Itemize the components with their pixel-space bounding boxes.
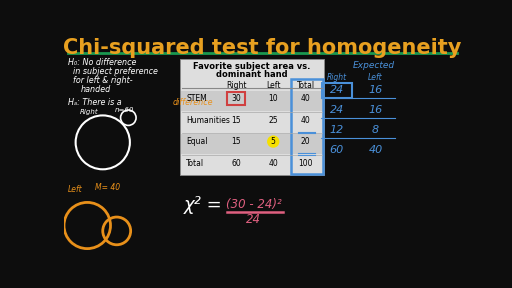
Circle shape [267, 135, 280, 148]
Text: 30: 30 [231, 94, 241, 103]
Text: χ² =: χ² = [184, 196, 223, 214]
Text: 40: 40 [301, 115, 311, 124]
Text: in subject preference: in subject preference [73, 67, 158, 76]
Text: Right: Right [79, 109, 98, 115]
Text: Total: Total [297, 81, 315, 90]
Text: 24: 24 [330, 85, 344, 95]
Text: Equal: Equal [186, 137, 208, 146]
Text: 40: 40 [268, 159, 278, 168]
Text: 25: 25 [268, 115, 278, 124]
Text: Left: Left [368, 73, 383, 82]
Text: Left: Left [68, 185, 82, 194]
Text: dominant hand: dominant hand [216, 70, 288, 79]
Text: Expected: Expected [352, 61, 394, 70]
Text: 15: 15 [231, 115, 241, 124]
Text: M= 40: M= 40 [95, 183, 120, 192]
Text: STEM: STEM [186, 94, 207, 103]
Text: 20: 20 [301, 137, 311, 146]
FancyBboxPatch shape [180, 59, 324, 175]
Text: Humanities: Humanities [186, 115, 230, 124]
Text: 40: 40 [369, 145, 382, 156]
Text: 16: 16 [369, 105, 382, 115]
Text: 100: 100 [298, 159, 313, 168]
Text: 10: 10 [268, 94, 278, 103]
Text: 60: 60 [330, 145, 344, 156]
Text: Left: Left [266, 81, 281, 90]
Text: 5: 5 [271, 137, 275, 146]
Text: Chi-squared test for homogeneity: Chi-squared test for homogeneity [63, 38, 462, 58]
Text: 8: 8 [372, 125, 379, 135]
Text: n=60: n=60 [114, 107, 134, 113]
Text: 24: 24 [246, 213, 261, 226]
Text: 5: 5 [271, 137, 275, 146]
Text: Hₐ: There is a: Hₐ: There is a [68, 98, 121, 107]
Text: 16: 16 [369, 85, 382, 95]
FancyBboxPatch shape [181, 134, 323, 154]
FancyBboxPatch shape [181, 91, 323, 111]
Text: Favorite subject area vs.: Favorite subject area vs. [193, 62, 311, 71]
Text: 12: 12 [330, 125, 344, 135]
Text: Right: Right [226, 81, 246, 90]
Text: Right: Right [327, 73, 347, 82]
Text: for left & right-: for left & right- [73, 76, 133, 85]
Text: H₀: No difference: H₀: No difference [68, 58, 136, 67]
Text: 15: 15 [231, 137, 241, 146]
Text: handed: handed [81, 85, 111, 94]
Text: difference: difference [173, 98, 213, 107]
Text: Total: Total [186, 159, 205, 168]
Text: (30 - 24)²: (30 - 24)² [226, 198, 282, 211]
Text: 60: 60 [231, 159, 241, 168]
Text: 40: 40 [301, 94, 311, 103]
Text: 24: 24 [330, 105, 344, 115]
